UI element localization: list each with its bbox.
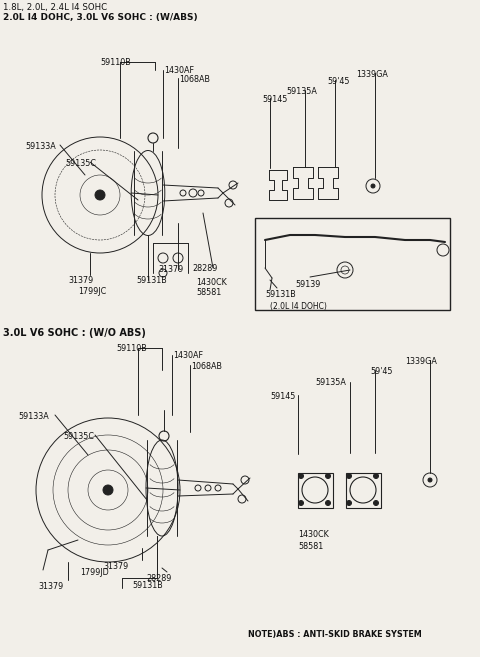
Text: 59133A: 59133A — [25, 142, 56, 151]
Text: 59135A: 59135A — [315, 378, 346, 387]
Text: 59145: 59145 — [262, 95, 288, 104]
Text: 1430CK: 1430CK — [196, 278, 227, 287]
Text: 28289: 28289 — [146, 574, 171, 583]
Text: 59'45: 59'45 — [370, 367, 393, 376]
Text: 31379: 31379 — [38, 582, 63, 591]
Text: 59133A: 59133A — [18, 412, 49, 421]
Circle shape — [347, 501, 351, 505]
Text: 58581: 58581 — [196, 288, 221, 297]
Text: NOTE)ABS : ANTI-SKID BRAKE SYSTEM: NOTE)ABS : ANTI-SKID BRAKE SYSTEM — [248, 630, 422, 639]
Text: 1799JC: 1799JC — [78, 287, 106, 296]
Circle shape — [103, 485, 113, 495]
Text: 1339GA: 1339GA — [356, 70, 388, 79]
Text: 1068AB: 1068AB — [191, 362, 222, 371]
Text: 1799JD: 1799JD — [80, 568, 109, 577]
Text: (2.0L I4 DOHC): (2.0L I4 DOHC) — [270, 302, 327, 311]
Circle shape — [299, 501, 303, 505]
Circle shape — [325, 474, 331, 478]
Text: 28289: 28289 — [192, 264, 217, 273]
Text: 31379: 31379 — [68, 276, 93, 285]
Text: 1430CK: 1430CK — [298, 530, 329, 539]
Text: 59131B: 59131B — [265, 290, 296, 299]
Circle shape — [428, 478, 432, 482]
Text: 59131B: 59131B — [136, 276, 167, 285]
Text: 3.0L V6 SOHC : (W/O ABS): 3.0L V6 SOHC : (W/O ABS) — [3, 328, 146, 338]
Text: 59110B: 59110B — [100, 58, 131, 67]
Text: 1339GA: 1339GA — [405, 357, 437, 366]
Text: 59135C: 59135C — [63, 432, 94, 441]
Text: 59135A: 59135A — [286, 87, 317, 96]
Text: 31379: 31379 — [158, 265, 183, 274]
Text: 59'45: 59'45 — [327, 77, 349, 86]
Text: 59145: 59145 — [270, 392, 295, 401]
Text: 31379: 31379 — [103, 562, 128, 571]
Text: 59135C: 59135C — [65, 159, 96, 168]
Circle shape — [371, 184, 375, 188]
Text: 1430AF: 1430AF — [164, 66, 194, 75]
Text: 59131B: 59131B — [132, 581, 163, 590]
Text: 1068AB: 1068AB — [179, 75, 210, 84]
Circle shape — [325, 501, 331, 505]
Text: 59139: 59139 — [295, 280, 320, 289]
Circle shape — [299, 474, 303, 478]
Circle shape — [95, 190, 105, 200]
Text: 1.8L, 2.0L, 2.4L I4 SOHC: 1.8L, 2.0L, 2.4L I4 SOHC — [3, 3, 107, 12]
Text: 1430AF: 1430AF — [173, 351, 203, 360]
Circle shape — [373, 501, 379, 505]
Text: 59110B: 59110B — [116, 344, 147, 353]
Text: 58581: 58581 — [298, 542, 323, 551]
Circle shape — [373, 474, 379, 478]
Text: 2.0L I4 DOHC, 3.0L V6 SOHC : (W/ABS): 2.0L I4 DOHC, 3.0L V6 SOHC : (W/ABS) — [3, 13, 198, 22]
Circle shape — [347, 474, 351, 478]
